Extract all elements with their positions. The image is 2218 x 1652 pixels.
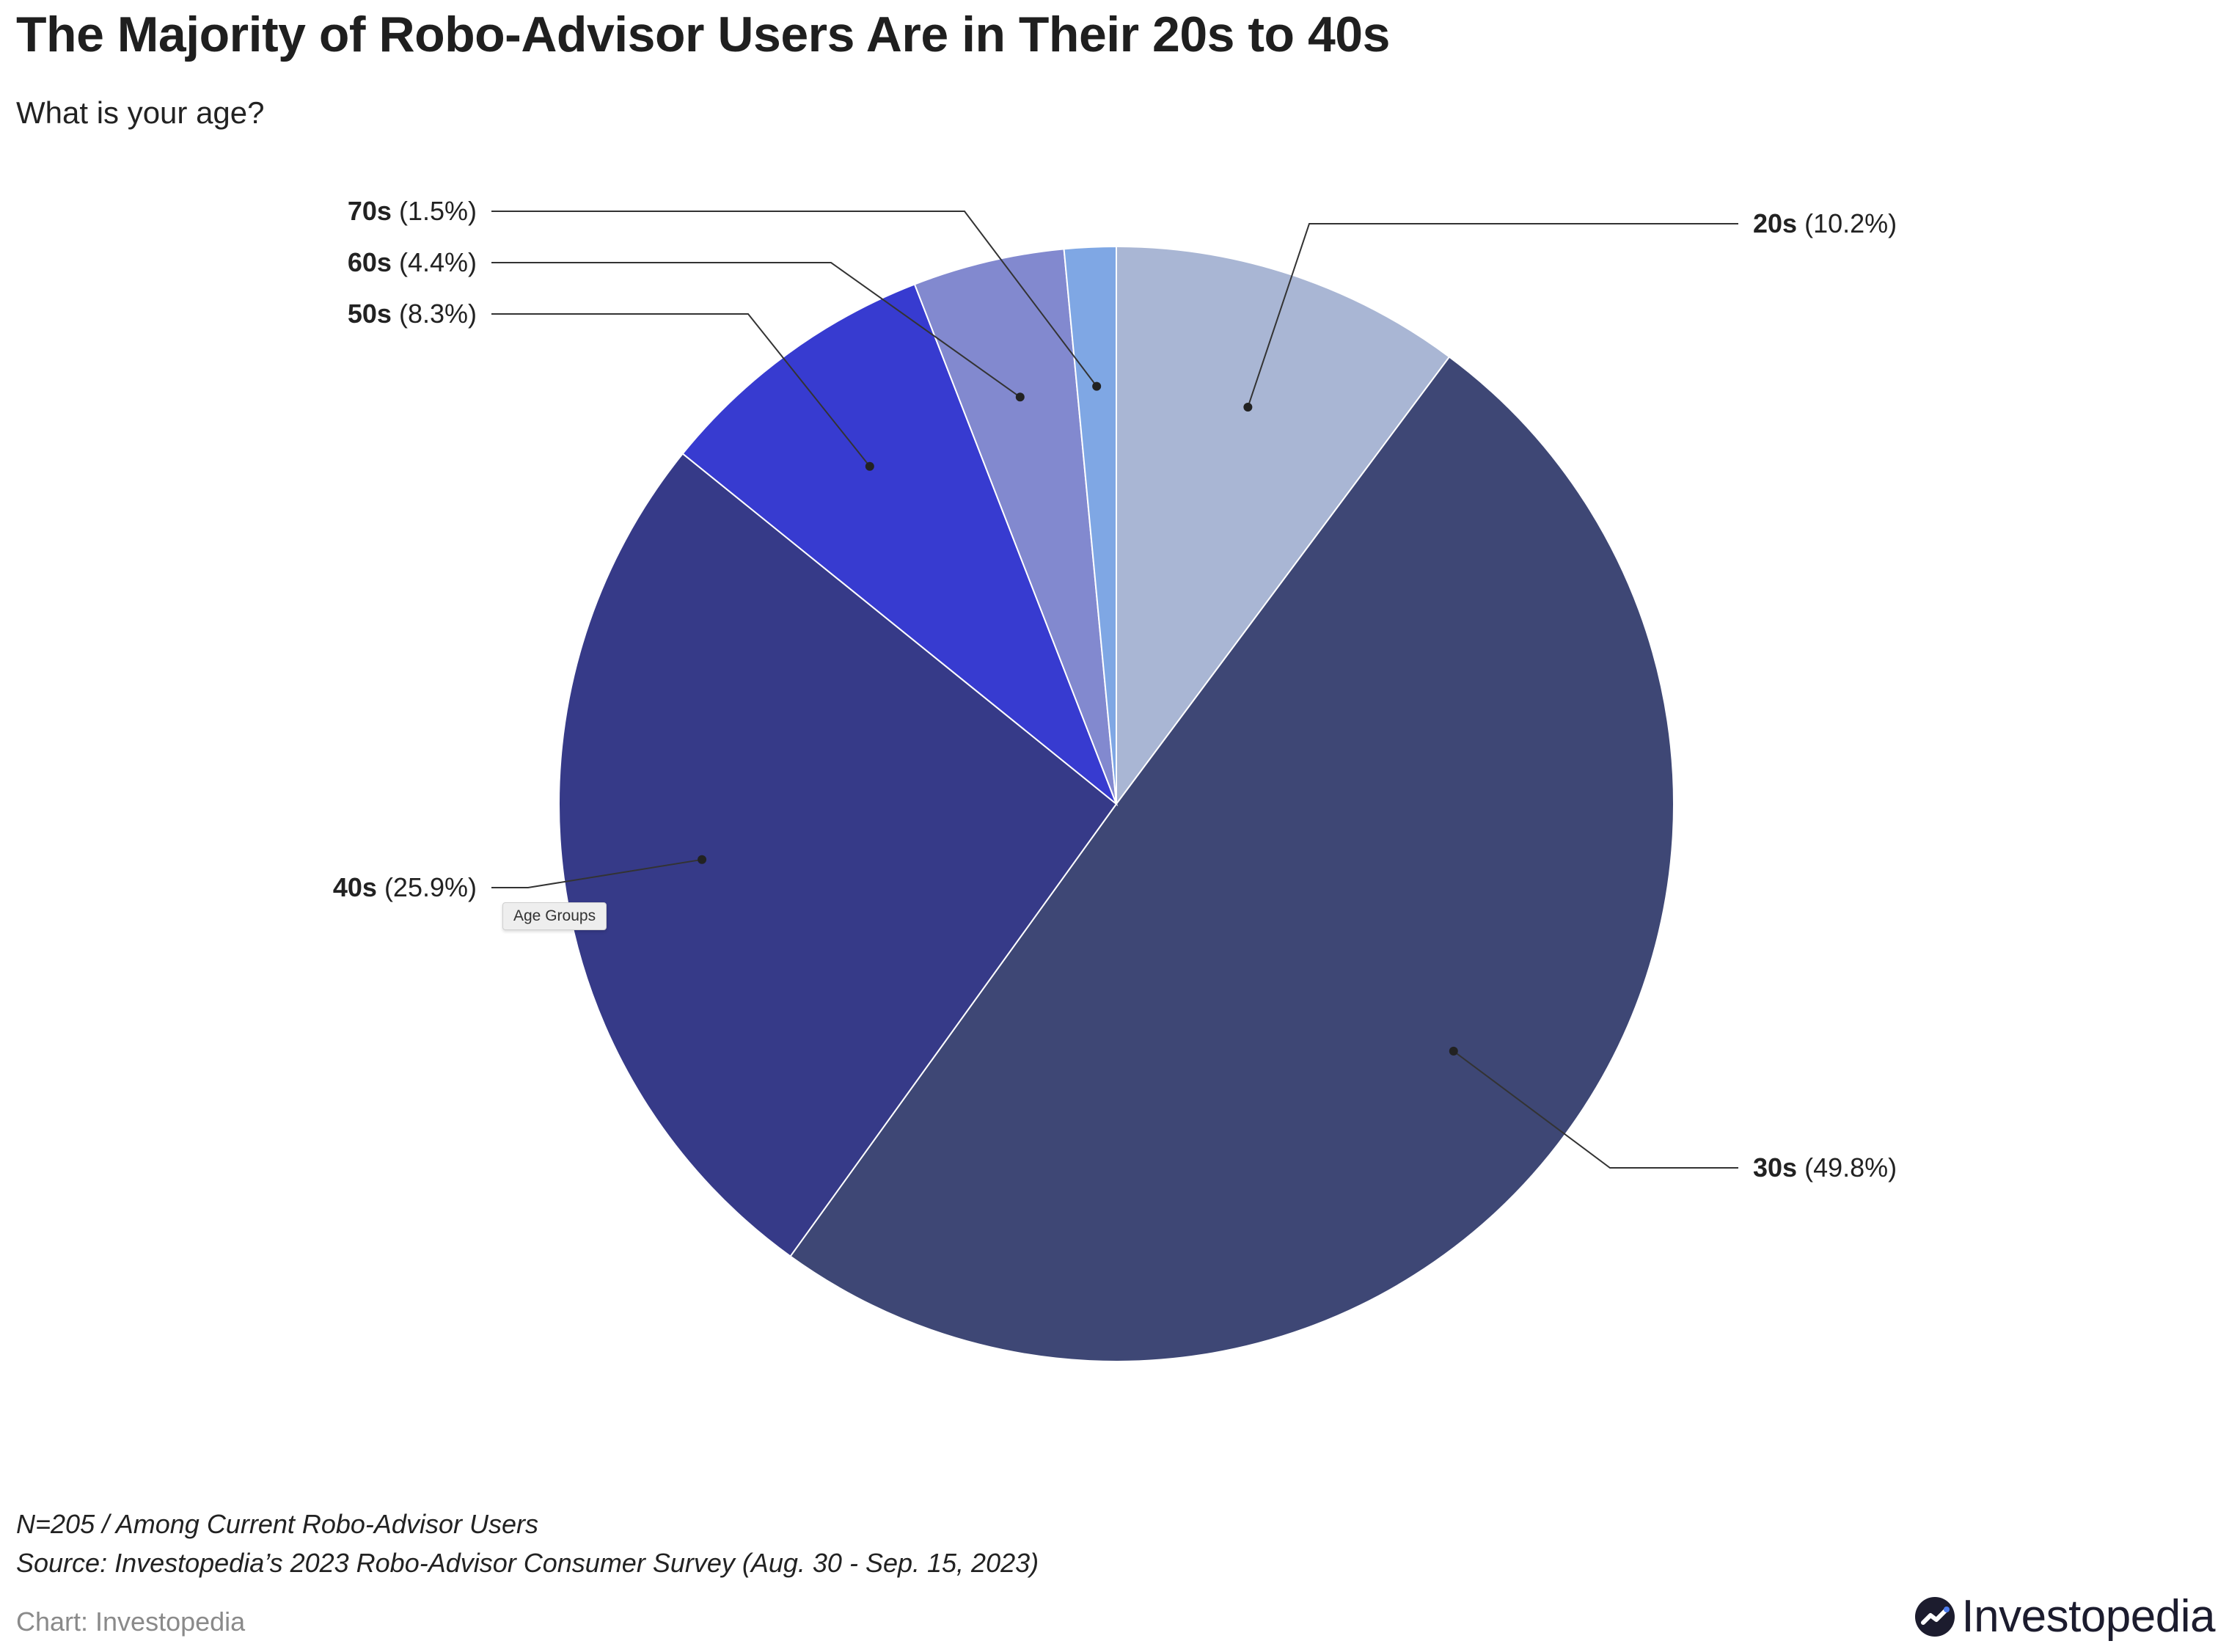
leader-dot-50s [865, 461, 874, 471]
leader-line-40s [491, 858, 703, 888]
pie-slice-70s[interactable] [1063, 245, 1117, 805]
leader-dot-30s [1449, 1046, 1458, 1056]
leader-line-60s [491, 262, 1021, 398]
leader-line-30s [1453, 1050, 1738, 1169]
data-label-30s: 30s (49.8%) [1753, 1152, 1897, 1183]
sample-note: N=205 / Among Current Robo-Advisor Users [16, 1509, 538, 1539]
data-label-60s: 60s (4.4%) [348, 247, 477, 277]
data-label-value: (8.3%) [392, 299, 477, 329]
data-label-70s: 70s (1.5%) [348, 196, 477, 226]
data-label-category: 70s [348, 196, 392, 226]
data-label-category: 30s [1753, 1152, 1797, 1183]
data-label-category: 60s [348, 247, 392, 277]
pie-slice-60s[interactable] [913, 248, 1117, 805]
data-label-value: (10.2%) [1797, 208, 1897, 238]
leader-dot-40s [698, 855, 707, 864]
data-label-value: (25.9%) [377, 872, 477, 902]
series-tooltip: Age Groups [502, 902, 607, 930]
chart-subtitle: What is your age? [16, 95, 265, 130]
data-label-value: (1.5%) [392, 196, 477, 226]
brand-name: Investopedia [1961, 1591, 2215, 1642]
data-label-category: 20s [1753, 208, 1797, 238]
pie-labels: 20s (10.2%) 30s (49.8%) 40s (25.9%) 50s (8.… [333, 196, 1897, 1183]
leader-dot-60s [1015, 392, 1025, 402]
pie-slice-40s[interactable] [558, 453, 1118, 1257]
pie-slice-30s[interactable] [789, 356, 1675, 1363]
data-label-category: 40s [333, 872, 377, 902]
investopedia-logo-icon [1915, 1596, 1955, 1637]
leader-line-70s [491, 211, 1097, 387]
leader-dot-20s [1243, 402, 1253, 412]
pie-slice-50s[interactable] [681, 283, 1119, 807]
leader-line-20s [1247, 223, 1738, 408]
investopedia-logo: Investopedia [1914, 1590, 2215, 1642]
data-label-category: 50s [348, 299, 392, 329]
leader-dot-70s [1092, 381, 1102, 391]
pie-slices [558, 245, 1675, 1363]
leader-line-50s [491, 313, 871, 467]
chart-title: The Majority of Robo-Advisor Users Are i… [16, 7, 1390, 62]
data-label-50s: 50s (8.3%) [348, 299, 477, 329]
chart-credit: Chart: Investopedia [16, 1607, 246, 1637]
data-label-40s: 40s (25.9%) [333, 872, 477, 902]
data-label-value: (4.4%) [392, 247, 477, 277]
data-label-value: (49.8%) [1797, 1152, 1897, 1183]
source-note: Source: Investopedia’s 2023 Robo-Advisor… [16, 1548, 1039, 1578]
data-label-20s: 20s (10.2%) [1753, 208, 1897, 238]
